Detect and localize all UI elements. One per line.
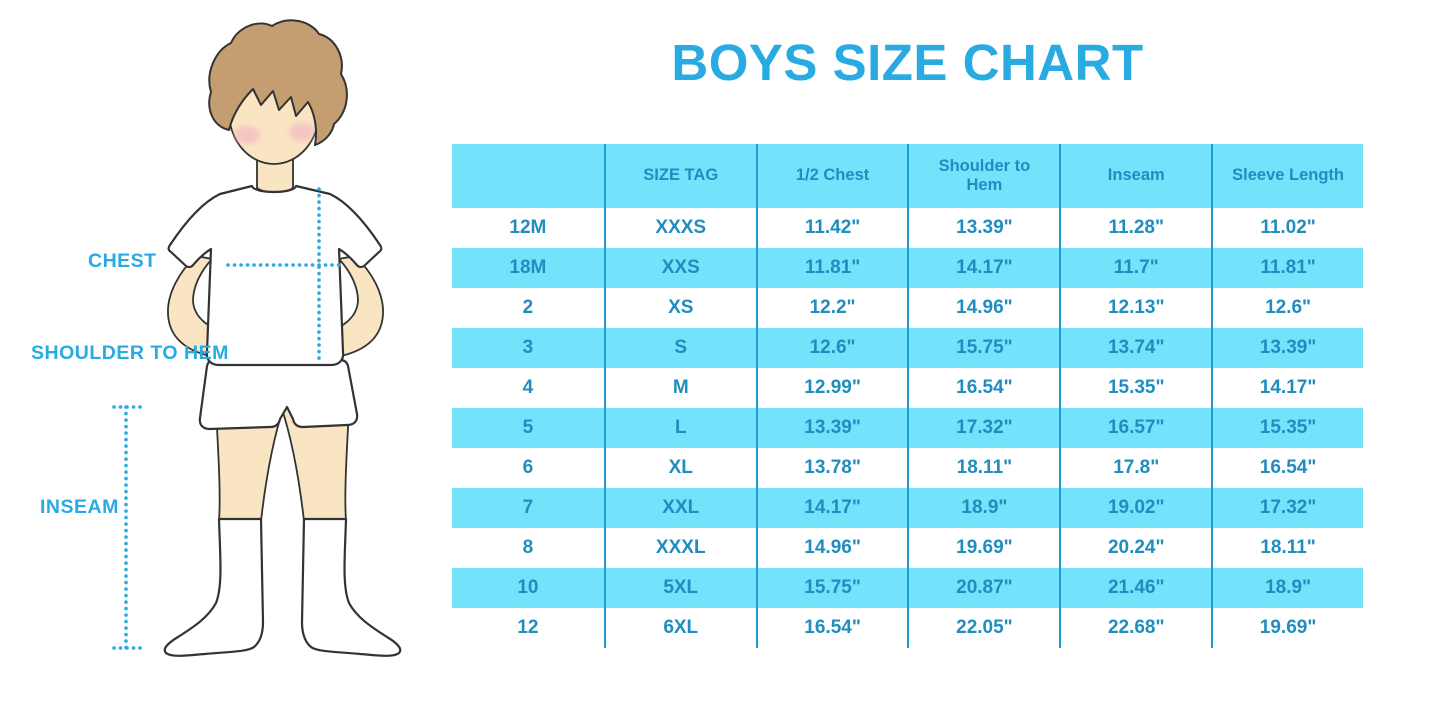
value-cell: 15.35" [1211,408,1363,448]
value-cell: 11.42" [755,208,908,248]
value-cell: 11.28" [1059,208,1211,248]
boy-shirt [167,184,383,367]
size-cell: 12 [517,617,539,638]
value-cell: 12.6" [1211,288,1363,328]
value-cell: 17.32" [907,408,1060,448]
value-cell: 19.02" [1059,488,1212,528]
header-cell-label: Sleeve Length [1232,166,1344,185]
value-cell: 13.39" [1211,328,1363,368]
size-cell: 2 [522,297,534,318]
boy-hair [208,19,348,146]
inseam-measurement-label: INSEAM [40,496,119,518]
value-cell: 14.96" [755,528,908,568]
value-cell: 15.75" [755,568,908,608]
boy-right-sock [300,517,402,657]
value-cell: XL [603,448,756,488]
header-cell-label: Inseam [1107,166,1165,185]
boy-right-cheek [289,123,315,141]
value-cell: 11.81" [755,248,908,288]
value-cell: 16.54" [1211,448,1363,488]
value-cell: 11.02" [1211,208,1363,248]
value-cell: 13.39" [907,208,1059,248]
value-cell: 6XL [603,608,756,648]
value-cell: 12.6" [755,328,908,368]
size-cell: 10 [452,568,604,608]
header-cell: Sleeve Length [1211,144,1363,208]
chest-measurement-label: CHEST [88,250,157,272]
value-cell: 15.75" [907,328,1060,368]
size-cell: 8 [522,537,534,558]
value-cell: 12.99" [755,368,908,408]
size-cell: 7 [452,488,604,528]
value-cell: L [603,408,756,448]
value-cell: 16.57" [1059,408,1212,448]
value-cell: 20.24" [1059,528,1211,568]
value-cell: XXS [603,248,756,288]
value-cell: 18.9" [1211,568,1363,608]
value-cell: 19.69" [907,528,1059,568]
value-cell: 17.8" [1059,448,1211,488]
header-cell: 1/2 Chest [755,144,908,208]
value-cell: 13.74" [1059,328,1212,368]
header-cell: Shoulder to Hem [907,144,1060,208]
value-cell: 17.32" [1211,488,1363,528]
boy-left-cheek [234,126,260,144]
value-cell: 5XL [603,568,756,608]
value-cell: 19.69" [1211,608,1363,648]
value-cell: XXXS [603,208,756,248]
value-cell: XXXL [603,528,756,568]
size-cell: 6 [522,457,534,478]
size-cell: 4 [522,377,534,398]
size-cell: 12M [509,217,547,238]
page-title: BOYS SIZE CHART [671,34,1144,91]
value-cell: 20.87" [907,568,1060,608]
value-cell: S [603,328,756,368]
value-cell: 12.2" [755,288,908,328]
header-cell: SIZE TAG [603,144,756,208]
value-cell: 11.81" [1211,248,1363,288]
value-cell: XS [603,288,756,328]
header-cell-label: 1/2 Chest [795,166,870,185]
boy-illustration [112,19,402,657]
size-table: SIZE TAG 1/2 Chest Shoulder to Hem Inseam Sl… [452,144,1363,648]
size-cell: 18M [452,248,604,288]
shoulder-to-hem-measurement-label: SHOULDER TO HEM [31,342,229,364]
value-cell: 21.46" [1059,568,1212,608]
value-cell: 14.17" [1211,368,1363,408]
value-cell: 18.11" [1211,528,1363,568]
value-cell: 18.9" [907,488,1060,528]
header-cell: Inseam [1059,144,1212,208]
value-cell: 11.7" [1059,248,1212,288]
value-cell: 14.96" [907,288,1059,328]
value-cell: 22.05" [907,608,1059,648]
boy-left-sock [163,517,265,657]
size-cell: 5 [452,408,604,448]
value-cell: XXL [603,488,756,528]
value-cell: 14.17" [907,248,1060,288]
value-cell: 12.13" [1059,288,1211,328]
value-cell: 14.17" [755,488,908,528]
header-cell-label: Shoulder to Hem [938,156,1031,194]
value-cell: 15.35" [1059,368,1211,408]
value-cell: 18.11" [907,448,1059,488]
header-cell [452,144,604,208]
size-cell: 3 [452,328,604,368]
value-cell: 16.54" [907,368,1059,408]
value-cell: 13.39" [755,408,908,448]
boy-shorts [198,358,359,431]
value-cell: 16.54" [755,608,908,648]
header-cell-label: SIZE TAG [643,166,719,185]
value-cell: 13.78" [755,448,908,488]
value-cell: 22.68" [1059,608,1211,648]
value-cell: M [603,368,756,408]
